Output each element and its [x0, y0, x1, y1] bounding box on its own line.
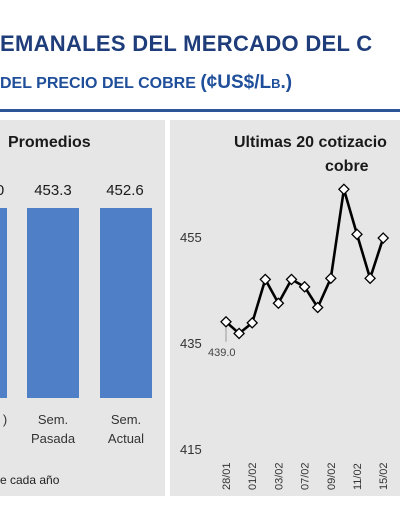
x-tick-label: 09/02: [326, 462, 338, 490]
data-point: [324, 272, 337, 285]
category-sem-pasada-line2: Pasada: [30, 431, 76, 446]
x-tick-label: 01/02: [247, 462, 259, 490]
data-point: [351, 228, 363, 241]
subtitle-text: DEL PRECIO DEL COBRE: [0, 75, 196, 92]
data-point: [337, 183, 350, 196]
quotes-title-line1: Ultimas 20 cotizacio: [234, 134, 387, 151]
data-point: [233, 327, 246, 340]
page-subtitle: DEL PRECIO DEL COBRE (¢US$/Lb.): [0, 72, 400, 94]
category-sem-pasada-line1: Sem.: [37, 412, 69, 427]
category-sem-actual-line1: Sem.: [110, 412, 142, 427]
bar-value-actual: 452.6: [106, 182, 144, 199]
category-sem-actual: Sem. Actual: [94, 410, 158, 448]
x-tick-label: 15/02: [378, 462, 390, 490]
averages-panel: Promedios 0 453.3 452.6 ) Sem. Pasada Se…: [0, 120, 165, 496]
data-point: [298, 280, 311, 293]
averages-title: Promedios: [8, 134, 91, 151]
data-point: [246, 316, 259, 329]
annotation-label: 439.0: [208, 347, 236, 359]
quotes-panel: Ultimas 20 cotizacio cobre 415 435 455 28/0…: [170, 120, 400, 496]
data-point: [259, 273, 272, 286]
series-line: [225, 188, 385, 335]
bar-value-pasada: 453.3: [34, 182, 72, 199]
category-sem-pasada: Sem. Pasada: [21, 410, 85, 448]
page-title: EMANALES DEL MERCADO DEL C: [0, 31, 373, 56]
x-tick-label: 28/01: [221, 462, 233, 490]
data-point: [311, 301, 324, 314]
y-tick-label: 455: [180, 230, 202, 245]
line-chart: 415 435 455 28/01 01/02 03/02 07/02 09/02 11/02 1…: [180, 183, 390, 490]
bar-sem-pasada: [27, 208, 79, 398]
y-tick-label: 415: [180, 442, 202, 457]
bar-cut: [0, 208, 7, 398]
data-point: [285, 273, 298, 286]
x-tick-label: 07/02: [300, 462, 312, 490]
header-rule: [0, 109, 400, 112]
x-tick-label: 03/02: [273, 462, 285, 490]
category-cut: ): [2, 412, 8, 427]
data-point: [220, 315, 232, 328]
subtitle-unit: (¢US$/Lb.): [200, 72, 293, 93]
footnote: e cada año: [0, 473, 60, 487]
data-point: [364, 272, 377, 285]
quotes-title-line2: cobre: [325, 158, 369, 175]
category-sem-actual-line2: Actual: [107, 431, 145, 446]
bar-sem-actual: [100, 208, 152, 398]
y-tick-label: 435: [180, 336, 202, 351]
x-tick-label: 11/02: [352, 463, 364, 490]
bar-value-cut: 0: [0, 182, 30, 199]
data-point: [272, 297, 285, 310]
data-point: [377, 232, 390, 244]
